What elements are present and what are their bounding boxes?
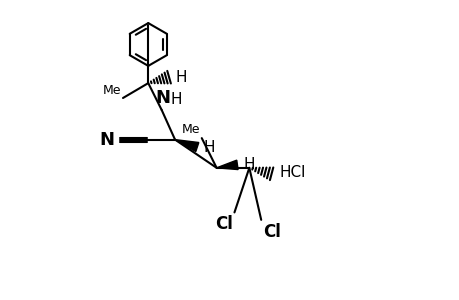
Text: H: H [243, 158, 255, 172]
Text: Cl: Cl [215, 215, 232, 233]
Text: Me: Me [103, 83, 121, 97]
Text: HCl: HCl [279, 165, 305, 180]
Text: H: H [170, 92, 182, 107]
Text: N: N [155, 89, 170, 107]
Text: H: H [203, 140, 215, 154]
Text: Me: Me [181, 123, 200, 136]
Text: Cl: Cl [262, 223, 280, 241]
Text: N: N [100, 130, 114, 148]
Polygon shape [174, 140, 198, 152]
Text: H: H [175, 70, 187, 85]
Polygon shape [216, 160, 238, 170]
